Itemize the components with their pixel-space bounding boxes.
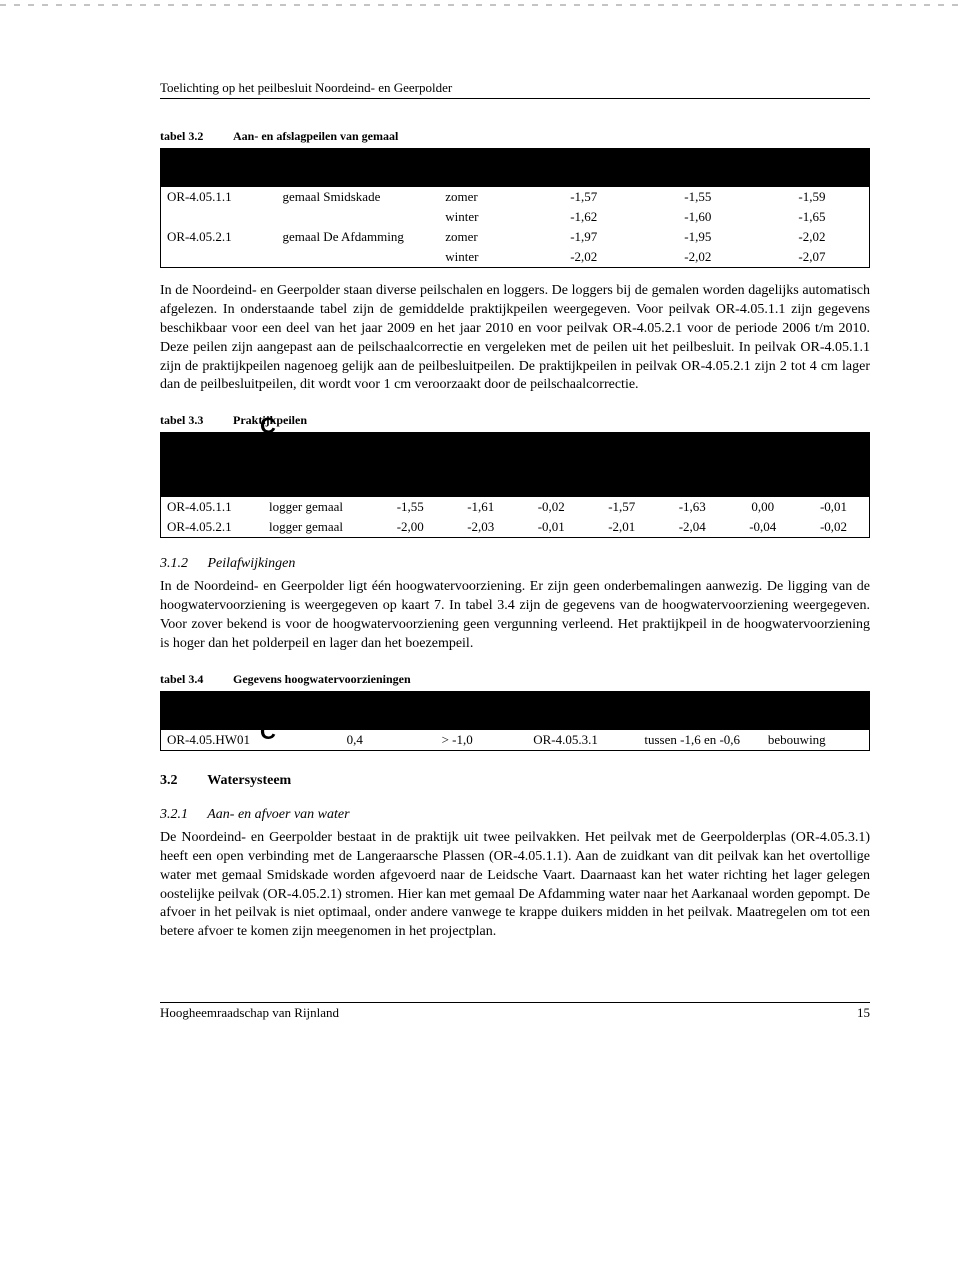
table-row: OR-4.05.1.1 gemaal Smidskade zomer -1,57…: [161, 187, 870, 207]
cell: -1,62: [527, 207, 641, 227]
table-3-2: OR-4.05.1.1 gemaal Smidskade zomer -1,57…: [160, 148, 870, 268]
cell: OR-4.05.1.1: [161, 187, 277, 207]
cell: logger gemaal: [263, 497, 375, 517]
cell: -2,07: [755, 247, 870, 268]
cell: -2,02: [755, 227, 870, 247]
caption-title: Gegevens hoogwatervoorzieningen: [233, 672, 411, 686]
cell: bebouwing: [762, 730, 870, 751]
cell: winter: [439, 247, 527, 268]
cell: zomer: [439, 227, 527, 247]
cell: > -1,0: [406, 730, 509, 751]
table-3-3: OR-4.05.1.1 logger gemaal -1,55 -1,61 -0…: [160, 432, 870, 538]
cell: [277, 207, 440, 227]
cell: -2,02: [527, 247, 641, 268]
page-top-artifact: [0, 4, 960, 6]
cell: -1,60: [641, 207, 755, 227]
page-container: Toelichting op het peilbesluit Noordeind…: [0, 0, 960, 1051]
margin-mark-c-2: C: [260, 719, 276, 745]
running-header: Toelichting op het peilbesluit Noordeind…: [160, 80, 870, 99]
cell: -1,57: [587, 497, 658, 517]
cell: -1,65: [755, 207, 870, 227]
table-header-row: [161, 433, 870, 498]
cell: -1,95: [641, 227, 755, 247]
cell: -0,02: [516, 497, 587, 517]
cell: -1,97: [527, 227, 641, 247]
cell: tussen -1,6 en -0,6: [623, 730, 762, 751]
paragraph-3-1-2: In de Noordeind- en Geerpolder ligt één …: [160, 578, 870, 654]
cell: -0,01: [798, 497, 870, 517]
cell: 0,4: [304, 730, 406, 751]
table-3-4-caption: tabel 3.4 Gegevens hoogwatervoorzieninge…: [160, 672, 870, 687]
cell: -1,57: [527, 187, 641, 207]
margin-mark-c-1: C: [260, 413, 276, 439]
table-row: OR-4.05.2.1 gemaal De Afdamming zomer -1…: [161, 227, 870, 247]
cell: -2,01: [587, 517, 658, 538]
table-row: winter -2,02 -2,02 -2,07: [161, 247, 870, 268]
cell: -1,59: [755, 187, 870, 207]
table-row: OR-4.05.2.1 logger gemaal -2,00 -2,03 -0…: [161, 517, 870, 538]
table-3-2-caption: tabel 3.2 Aan- en afslagpeilen van gemaa…: [160, 129, 870, 144]
footer-left: Hoogheemraadschap van Rijnland: [160, 1005, 339, 1021]
cell: -2,04: [657, 517, 728, 538]
paragraph-after-t32: In de Noordeind- en Geerpolder staan div…: [160, 282, 870, 395]
caption-num: tabel 3.4: [160, 672, 230, 687]
cell: -2,03: [446, 517, 517, 538]
cell: logger gemaal: [263, 517, 375, 538]
heading-num: 3.2.1: [160, 807, 204, 823]
cell: OR-4.05.1.1: [161, 497, 264, 517]
caption-num: tabel 3.2: [160, 129, 230, 144]
table-row: winter -1,62 -1,60 -1,65: [161, 207, 870, 227]
paragraph-3-2-1: De Noordeind- en Geerpolder bestaat in d…: [160, 829, 870, 942]
cell: OR-4.05.2.1: [161, 227, 277, 247]
heading-3-2-1: 3.2.1 Aan- en afvoer van water: [160, 807, 870, 823]
heading-title: Peilafwijkingen: [208, 556, 296, 571]
table-header-row: [161, 149, 870, 188]
cell: OR-4.05.HW01: [161, 730, 304, 751]
heading-num: 3.1.2: [160, 556, 204, 572]
cell: -0,02: [798, 517, 870, 538]
caption-title: Aan- en afslagpeilen van gemaal: [233, 129, 398, 143]
cell: [277, 247, 440, 268]
cell: [161, 207, 277, 227]
cell: -0,01: [516, 517, 587, 538]
cell: winter: [439, 207, 527, 227]
cell: -2,00: [375, 517, 446, 538]
cell: -1,63: [657, 497, 728, 517]
heading-3-2: 3.2 Watersysteem: [160, 773, 870, 789]
cell: OR-4.05.3.1: [509, 730, 623, 751]
heading-3-1-2: 3.1.2 Peilafwijkingen: [160, 556, 870, 572]
heading-title: Watersysteem: [207, 773, 291, 788]
cell: -0,04: [728, 517, 799, 538]
cell: -1,55: [375, 497, 446, 517]
caption-num: tabel 3.3: [160, 413, 230, 428]
cell: -1,55: [641, 187, 755, 207]
cell: OR-4.05.2.1: [161, 517, 264, 538]
cell: gemaal Smidskade: [277, 187, 440, 207]
cell: zomer: [439, 187, 527, 207]
cell: 0,00: [728, 497, 799, 517]
cell: -2,02: [641, 247, 755, 268]
cell: gemaal De Afdamming: [277, 227, 440, 247]
cell: [161, 247, 277, 268]
footer-page-number: 15: [857, 1005, 870, 1021]
cell: -1,61: [446, 497, 517, 517]
table-row: OR-4.05.1.1 logger gemaal -1,55 -1,61 -0…: [161, 497, 870, 517]
footer: Hoogheemraadschap van Rijnland 15: [160, 1002, 870, 1021]
heading-num: 3.2: [160, 773, 204, 789]
heading-title: Aan- en afvoer van water: [207, 807, 349, 822]
